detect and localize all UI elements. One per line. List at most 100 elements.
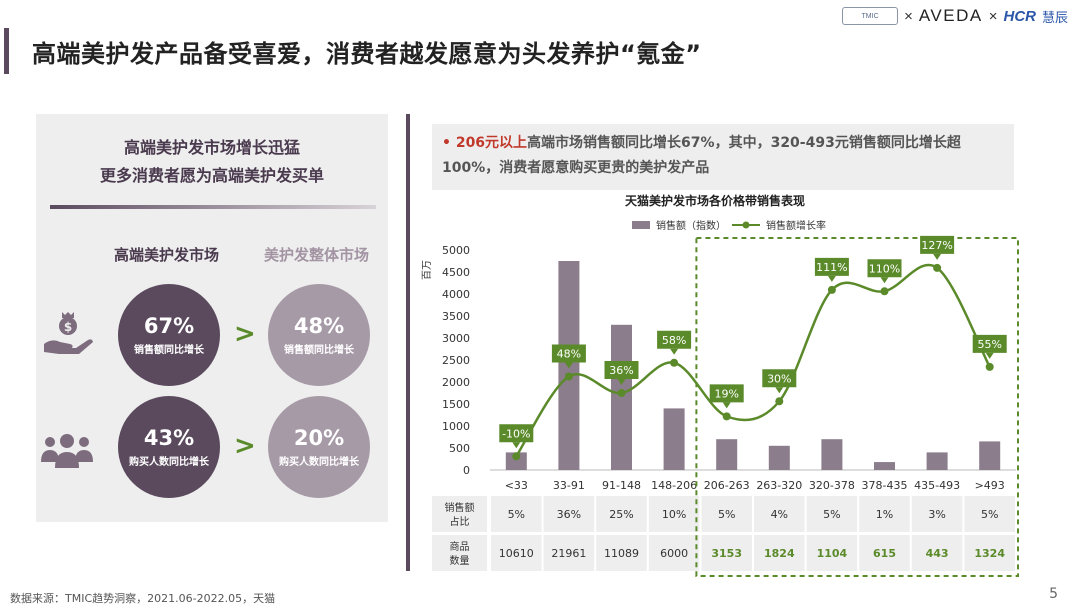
table-cell-share: 5% bbox=[718, 508, 735, 521]
bar bbox=[663, 408, 685, 470]
hcr-logo: HCR bbox=[1003, 7, 1036, 25]
x-tick-label: 320-378 bbox=[809, 479, 855, 492]
table-cell-share: 1% bbox=[876, 508, 893, 521]
growth-rate-point bbox=[775, 397, 784, 406]
table-cell-bg bbox=[806, 496, 858, 532]
callout-highlight: 206元以上 bbox=[455, 135, 528, 151]
growth-rate-label-box bbox=[867, 259, 902, 278]
table-cell-bg bbox=[701, 535, 752, 571]
greater-than-sign: > bbox=[234, 431, 256, 461]
growth-rate-label-pointer bbox=[775, 387, 784, 394]
premium-sales-growth-circle: 67% 销售额同比增长 bbox=[118, 284, 220, 386]
bar bbox=[821, 439, 843, 470]
panel-heading: 高端美护发市场增长迅猛 更多消费者愿为高端美护发买单 bbox=[36, 134, 388, 190]
callout-bullet: • bbox=[442, 135, 451, 151]
table-cell-count: 615 bbox=[873, 547, 896, 560]
table-cell-count: 1324 bbox=[974, 547, 1005, 560]
growth-rate-label-pointer bbox=[512, 442, 521, 449]
overall-buyer-growth-circle: 20% 购买人数同比增长 bbox=[268, 396, 370, 498]
bar bbox=[611, 324, 632, 470]
table-cell-bg bbox=[911, 535, 963, 571]
y-tick-label: 500 bbox=[449, 442, 470, 455]
growth-rate-point bbox=[933, 263, 942, 272]
table-row-header: 销售额 bbox=[445, 501, 475, 514]
panel-heading-line2: 更多消费者愿为高端美护发买单 bbox=[99, 166, 324, 185]
growth-rate-label: 55% bbox=[977, 338, 1001, 351]
growth-rate-label-box bbox=[604, 361, 639, 379]
panel-heading-line1: 高端美护发市场增长迅猛 bbox=[123, 138, 300, 157]
growth-rate-label-box bbox=[709, 384, 744, 403]
y-tick-label: 2000 bbox=[442, 376, 470, 389]
growth-rate-label-box bbox=[657, 330, 692, 349]
bar bbox=[926, 452, 948, 470]
y-tick-label: 4500 bbox=[442, 266, 470, 279]
growth-rate-point bbox=[670, 358, 679, 367]
overall-sales-growth-caption: 销售额同比增长 bbox=[284, 345, 354, 356]
table-cell-count: 443 bbox=[926, 547, 949, 560]
tmic-logo: TMIC bbox=[842, 7, 899, 25]
table-row-header-bg bbox=[432, 496, 487, 532]
growth-rate-label: 127% bbox=[921, 239, 952, 252]
table-cell-bg bbox=[596, 496, 647, 532]
table-cell-share: 25% bbox=[609, 508, 633, 521]
table-row-header: 数量 bbox=[450, 554, 470, 567]
growth-rate-line bbox=[515, 263, 991, 457]
growth-rate-label-pointer bbox=[564, 362, 573, 369]
chart-title: 天猫美护发市场各价格带销售表现 bbox=[625, 193, 805, 208]
premium-segment-frame bbox=[695, 237, 1019, 577]
svg-text:$: $ bbox=[64, 320, 72, 334]
x-tick-label: 206-263 bbox=[704, 479, 750, 492]
table-cell-bg bbox=[648, 496, 700, 532]
x-tick-label: 435-493 bbox=[914, 479, 960, 492]
logo-separator: × bbox=[988, 7, 998, 25]
growth-rate-point bbox=[512, 452, 521, 461]
growth-rate-point bbox=[722, 412, 731, 421]
bar bbox=[716, 439, 738, 470]
x-tick-label: <33 bbox=[505, 479, 528, 492]
growth-rate-label: 48% bbox=[557, 348, 581, 361]
table-cell-bg bbox=[859, 535, 910, 571]
table-cell-share: 5% bbox=[508, 508, 525, 521]
growth-rate-label: -10% bbox=[502, 427, 530, 440]
section-divider bbox=[406, 114, 410, 571]
y-tick-label: 0 bbox=[463, 464, 470, 477]
greater-than-sign: > bbox=[234, 319, 256, 349]
table-cell-count: 21961 bbox=[551, 547, 586, 560]
y-tick-label: 1000 bbox=[442, 420, 470, 433]
x-tick-label: 263-320 bbox=[756, 479, 802, 492]
table-cell-count: 11089 bbox=[604, 547, 639, 560]
bar bbox=[505, 452, 527, 470]
table-cell-bg bbox=[543, 496, 595, 532]
overall-sales-growth-value: 48% bbox=[293, 314, 345, 338]
growth-rate-point bbox=[617, 389, 626, 397]
x-tick-label: >493 bbox=[975, 479, 1005, 492]
overall-buyer-growth-value: 20% bbox=[293, 426, 345, 450]
table-cell-bg bbox=[701, 496, 752, 532]
growth-rate-point bbox=[985, 362, 994, 371]
table-cell-bg bbox=[543, 535, 595, 571]
table-cell-count: 10610 bbox=[499, 547, 534, 560]
callout-text: 高端市场销售额同比增长67%，其中，320-493元销售额同比增长超100%，消… bbox=[442, 135, 961, 176]
people-group-icon bbox=[40, 432, 94, 476]
growth-rate-label-pointer bbox=[617, 379, 626, 385]
overall-buyer-growth-caption: 购买人数同比增长 bbox=[279, 457, 359, 468]
growth-rate-point bbox=[880, 287, 889, 296]
partner-logos: TMIC × AVEDA × HCR 慧辰 bbox=[842, 6, 1068, 26]
table-cell-bg bbox=[491, 535, 542, 571]
x-tick-label: 33-91 bbox=[553, 479, 585, 492]
table-cell-bg bbox=[491, 496, 542, 532]
growth-rate-label-box bbox=[814, 257, 849, 276]
hcr-logo-cn: 慧辰 bbox=[1041, 9, 1068, 25]
growth-rate-point bbox=[564, 372, 573, 381]
table-cell-bg bbox=[754, 535, 805, 571]
growth-rate-label-pointer bbox=[933, 253, 942, 260]
logo-separator: × bbox=[904, 7, 913, 25]
page-title: 高端美护发产品备受喜爱，消费者越发愿意为头发养护“氪金” bbox=[32, 40, 702, 68]
page-number: 5 bbox=[1049, 586, 1058, 602]
table-cell-bg bbox=[806, 535, 858, 571]
table-row-header: 商品 bbox=[450, 540, 470, 553]
bar bbox=[979, 441, 1001, 470]
table-cell-bg bbox=[859, 496, 910, 532]
y-tick-label: 5000 bbox=[442, 244, 470, 257]
